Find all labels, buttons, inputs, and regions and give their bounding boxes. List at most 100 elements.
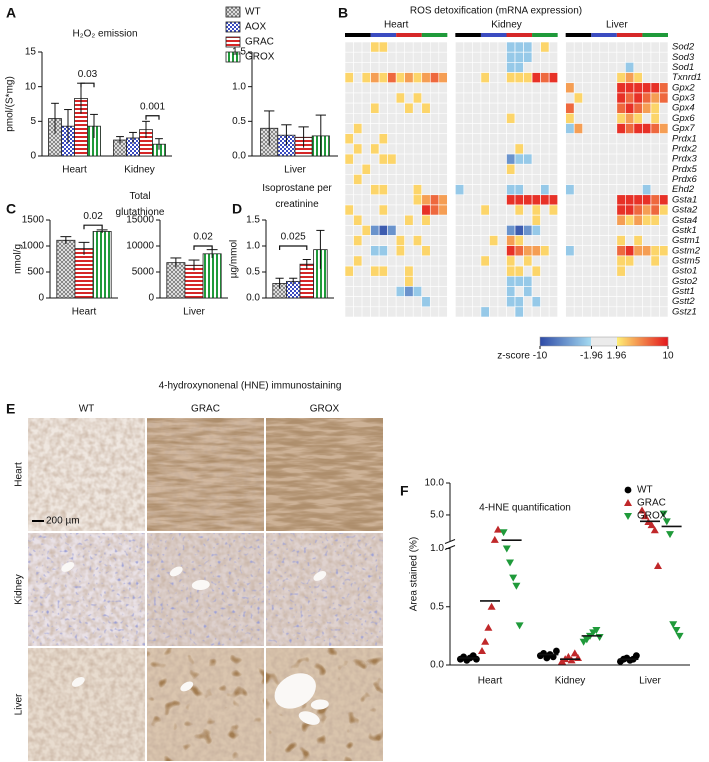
heatmap-cell <box>395 174 405 185</box>
colorbar-segment <box>554 337 556 346</box>
micrograph <box>147 418 264 531</box>
colorbar-segment <box>556 337 558 346</box>
data-point <box>481 637 490 645</box>
heatmap-cell <box>472 275 482 287</box>
heatmap-cell <box>590 306 601 318</box>
row-label: Gsto2 <box>672 276 698 287</box>
heatmap-cell <box>344 72 354 84</box>
colorbar-segment <box>648 337 650 346</box>
heatmap-cell <box>353 51 363 63</box>
heatmap-cell <box>531 123 541 134</box>
heatmap-cell <box>455 275 465 287</box>
heatmap-cell <box>480 286 490 297</box>
heatmap-cell <box>642 112 652 124</box>
heatmap-cell <box>633 143 643 155</box>
heatmap-cell <box>573 72 584 84</box>
micrograph-texture <box>28 418 145 531</box>
heatmap-cell <box>378 72 388 84</box>
heatmap-cell <box>489 153 499 165</box>
colorbar-segment <box>593 337 595 346</box>
heatmap-cell <box>480 225 490 236</box>
heatmap-cell <box>582 235 592 247</box>
heatmap-cell <box>506 275 516 287</box>
heatmap-cell <box>463 174 473 185</box>
heatmap-cell <box>421 306 431 318</box>
column-label: WT <box>79 404 95 415</box>
heatmap-cell <box>540 235 550 247</box>
heatmap-cell <box>438 143 448 155</box>
colorbar-segment <box>627 337 629 346</box>
colorbar-segment <box>652 337 654 346</box>
heatmap-cell <box>497 235 507 247</box>
heatmap-cell <box>616 214 626 226</box>
heatmap-cell <box>353 275 363 287</box>
heatmap-cell <box>540 194 550 206</box>
heatmap-cell <box>480 123 490 134</box>
heatmap-cell <box>387 102 397 114</box>
heatmap-cell <box>608 153 618 165</box>
heatmap-cell <box>429 133 440 145</box>
heatmap-cell <box>506 255 516 267</box>
heatmap-cell <box>531 102 541 114</box>
heatmap-cell <box>514 102 524 114</box>
heatmap-cell <box>608 296 618 308</box>
heatmap-cell <box>370 255 380 267</box>
heatmap-cell <box>378 225 388 236</box>
heatmap-cell <box>378 51 388 63</box>
y-tick-label: 0.5 <box>430 601 444 612</box>
heatmap-cell <box>506 194 516 206</box>
data-point <box>669 621 678 629</box>
heatmap-cell <box>642 133 652 145</box>
colorbar-segment <box>564 337 566 346</box>
heatmap-cell <box>404 102 414 114</box>
heatmap-cell <box>633 214 643 226</box>
heatmap-cell <box>438 62 448 73</box>
heatmap-cell <box>387 255 397 267</box>
heatmap-cell <box>412 62 423 73</box>
heatmap-cell <box>582 204 592 216</box>
heatmap-cell <box>573 153 584 165</box>
heatmap-cell <box>616 72 626 84</box>
heatmap-cell <box>573 102 584 114</box>
heatmap-cell <box>361 163 371 175</box>
heatmap-cell <box>472 92 482 104</box>
heatmap-cell <box>523 296 533 308</box>
row-label: Prdx1 <box>672 133 697 144</box>
heatmap-cell <box>404 112 414 124</box>
colorbar-segment <box>591 337 593 346</box>
heatmap-cell <box>455 225 465 236</box>
heatmap-cell <box>590 82 601 94</box>
heatmap-cell <box>472 153 482 165</box>
heatmap-cell <box>480 112 490 124</box>
heatmap-cell <box>404 296 414 308</box>
heatmap-cell <box>361 102 371 114</box>
colorbar-segment <box>656 337 658 346</box>
legend-swatch <box>225 21 241 33</box>
heatmap-cell <box>370 286 380 297</box>
heatmap-cell <box>523 184 533 196</box>
heatmap-cell <box>438 275 448 287</box>
heatmap-cell <box>472 112 482 124</box>
heatmap-cell <box>582 225 592 236</box>
y-tick-label: 5.0 <box>430 510 444 521</box>
data-point <box>473 655 480 663</box>
heatmap-cell <box>455 214 465 226</box>
error-bar <box>51 102 59 134</box>
heatmap-cell <box>344 286 354 297</box>
heatmap-cell <box>590 255 601 267</box>
colorbar-segment <box>660 337 662 346</box>
heatmap-cell <box>616 174 626 185</box>
heatmap-cell <box>514 153 524 165</box>
heatmap-cell <box>625 265 635 277</box>
micrograph-vessel <box>274 673 316 709</box>
colorbar-segment <box>622 337 624 346</box>
heatmap-cell <box>412 153 423 165</box>
colorbar-segment <box>553 337 555 346</box>
colorbar-segment <box>606 337 608 346</box>
colorbar-segment <box>639 337 641 346</box>
colorbar-segment <box>624 337 626 346</box>
colorbar-segment <box>644 337 646 346</box>
row-label: Gpx3 <box>672 93 695 104</box>
heatmap-cell <box>472 265 482 277</box>
